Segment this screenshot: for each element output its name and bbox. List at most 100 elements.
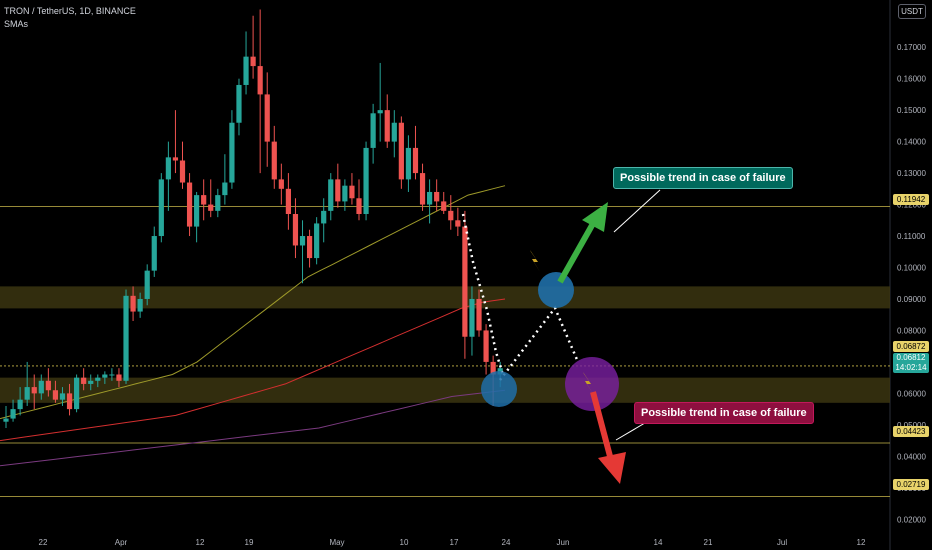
candle-body [229, 122, 235, 183]
projection-dotted-path [499, 305, 580, 381]
currency-unit-badge[interactable]: USDT [898, 4, 926, 19]
candle-body [172, 157, 179, 161]
candle-body [398, 122, 404, 180]
x-tick-label: 12 [196, 538, 205, 547]
candle-body [476, 298, 482, 331]
candle-body [123, 295, 129, 381]
down-arrow-shaft [590, 391, 614, 461]
candle-body [102, 374, 108, 378]
x-tick-label: Jun [557, 538, 570, 547]
candle-body [52, 390, 59, 400]
sma-line [0, 298, 506, 442]
y-tick-label: 0.10000 [897, 264, 926, 273]
candle-body [186, 182, 193, 227]
candle-body [314, 223, 320, 259]
y-tick-label: 0.11000 [897, 232, 926, 241]
candle-body [81, 377, 87, 384]
x-tick-label: 17 [450, 538, 459, 547]
bar-countdown: 14:02:14 [895, 363, 927, 372]
candle-body [448, 210, 454, 221]
x-tick-label: 24 [502, 538, 511, 547]
lightning-icon [583, 372, 593, 394]
candle-body [250, 56, 256, 67]
x-tick-label: 21 [704, 538, 713, 547]
candle-body [17, 399, 23, 410]
price-tag-current-b: 0.06812 14:02:14 [893, 353, 929, 373]
x-tick-label: May [329, 538, 344, 547]
price-tag-level-2: 0.04423 [893, 426, 929, 437]
highlight-circle [538, 272, 574, 308]
chart-title: TRON / TetherUS, 1D, BINANCE [4, 6, 136, 16]
candle-body [3, 418, 9, 422]
y-tick-label: 0.08000 [897, 326, 926, 335]
sma-line [0, 185, 506, 420]
candle-body [278, 179, 284, 189]
candle-body [483, 330, 489, 362]
candle-body [151, 236, 157, 271]
candle-body [95, 377, 101, 381]
candle-body [130, 295, 136, 312]
candle-body [10, 409, 16, 419]
candle-body [335, 179, 341, 202]
callout-up: Possible trend in case of failure [613, 167, 793, 189]
y-tick-label: 0.16000 [897, 75, 926, 84]
y-tick-label: 0.15000 [897, 106, 926, 115]
candle-body [299, 236, 306, 246]
up-arrow-head [582, 202, 608, 232]
candle-body [144, 270, 150, 299]
candle-body [179, 160, 186, 183]
candle-body [349, 185, 355, 199]
callout-pointer [613, 189, 661, 233]
price-tag-level-1: 0.11942 [893, 194, 929, 205]
down-arrow-head [598, 452, 626, 484]
y-tick-label: 0.12000 [897, 201, 926, 210]
candle-body [377, 110, 383, 114]
support-resistance-zone [0, 286, 890, 309]
candle-body [441, 201, 447, 211]
candle-body [222, 182, 228, 196]
candle-body [434, 191, 440, 202]
highlight-circle [565, 357, 619, 411]
y-tick-label: 0.09000 [897, 295, 926, 304]
candle-body [116, 374, 122, 381]
x-tick-label: 10 [400, 538, 409, 547]
x-tick-label: Jul [777, 538, 787, 547]
y-tick-label: 0.04000 [897, 452, 926, 461]
y-tick-label: 0.17000 [897, 43, 926, 52]
y-tick-label: 0.05000 [897, 421, 926, 430]
x-tick-label: 14 [654, 538, 663, 547]
candle-body [24, 387, 30, 400]
candle-body [292, 214, 299, 246]
candle-body [236, 84, 242, 123]
candle-body [194, 195, 200, 227]
candle-body [405, 147, 412, 180]
price-tag-current-a: 0.06872 [893, 341, 929, 352]
candle-body [45, 380, 51, 391]
candle-body [455, 220, 461, 227]
current-price: 0.06812 [896, 353, 926, 362]
candle-body [201, 195, 207, 205]
candle-body [427, 191, 433, 205]
candle-body [66, 393, 73, 410]
candle-body [363, 147, 369, 214]
highlight-circle [481, 371, 517, 407]
callout-down: Possible trend in case of failure [634, 402, 814, 424]
candle-body [208, 204, 214, 211]
candle-body [243, 56, 249, 85]
candle-body [59, 393, 66, 400]
candle-body [165, 157, 171, 180]
support-resistance-zone [0, 377, 890, 403]
indicator-label[interactable]: SMAs [4, 19, 29, 29]
x-tick-label: 19 [245, 538, 254, 547]
candle-body [257, 66, 263, 95]
candle-body [356, 198, 362, 214]
candle-body [384, 110, 390, 142]
sma-line [0, 389, 506, 467]
up-arrow-shaft [557, 218, 598, 284]
x-tick-label: Apr [115, 538, 128, 547]
candle-body [158, 179, 164, 237]
price-tag-level-3: 0.02719 [893, 479, 929, 490]
candle-body [285, 188, 291, 214]
